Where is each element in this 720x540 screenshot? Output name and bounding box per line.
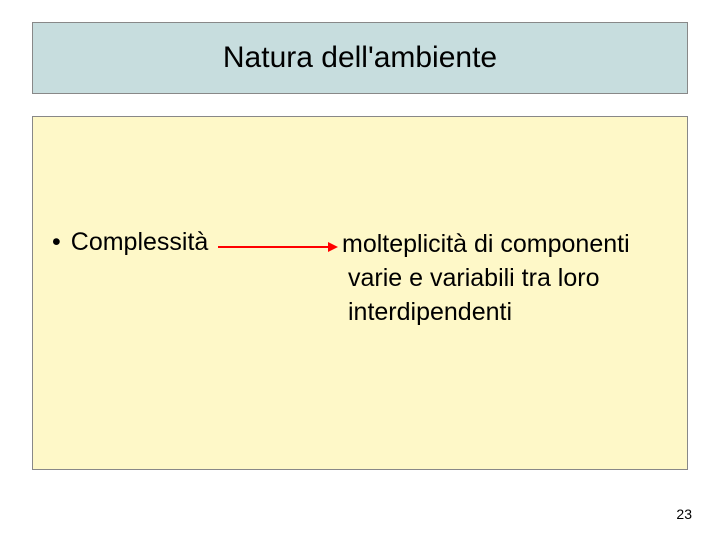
bullet-item: • Complessità	[52, 228, 208, 257]
arrow-icon	[218, 240, 338, 252]
definition-line-2: varie e variabili tra loro	[342, 262, 630, 296]
bullet-label: Complessità	[71, 228, 209, 256]
definition-line-1: molteplicità di componenti	[342, 228, 630, 262]
page-number: 23	[676, 506, 692, 522]
definition-line-3: interdipendenti	[342, 296, 630, 330]
slide-title: Natura dell'ambiente	[223, 41, 497, 75]
definition-block: molteplicità di componenti varie e varia…	[342, 228, 630, 329]
title-box: Natura dell'ambiente	[32, 22, 688, 94]
bullet-marker: •	[52, 228, 61, 257]
